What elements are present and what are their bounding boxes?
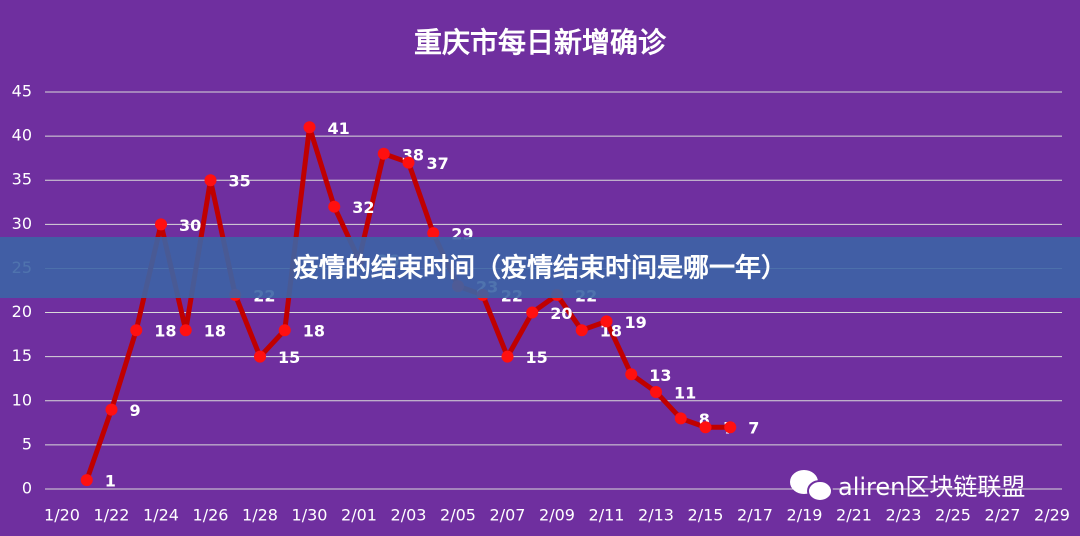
x-tick-label: 1/20: [44, 506, 80, 525]
data-point: [699, 421, 712, 434]
x-tick-label: 2/09: [539, 506, 575, 525]
data-label: 20: [550, 304, 572, 323]
data-label: 8: [699, 410, 710, 429]
y-tick-label: 20: [12, 302, 32, 321]
data-point: [80, 474, 93, 487]
y-tick-label: 35: [12, 170, 32, 189]
data-point: [650, 385, 662, 398]
x-tick-label: 2/01: [341, 506, 377, 525]
data-label: 9: [130, 401, 141, 420]
x-tick-label: 2/03: [391, 506, 427, 525]
y-tick-label: 45: [12, 82, 32, 101]
data-label: 11: [674, 383, 696, 402]
banner-text: 疫情的结束时间（疫情结束时间是哪一年）: [293, 253, 787, 284]
data-point: [155, 218, 167, 231]
data-label: 15: [278, 348, 300, 367]
data-label: 18: [204, 322, 226, 341]
data-point: [105, 403, 118, 416]
data-label: 30: [179, 216, 201, 235]
x-tick-label: 2/25: [935, 506, 971, 525]
x-tick-label: 2/23: [886, 506, 922, 525]
chart-title: 重庆市每日新增确诊: [414, 26, 667, 59]
x-tick-label: 2/29: [1034, 506, 1070, 525]
y-tick-label: 40: [12, 126, 32, 145]
x-tick-label: 1/30: [292, 506, 328, 525]
data-label: 37: [427, 154, 449, 173]
data-label: 7: [748, 419, 759, 438]
data-label: 18: [303, 322, 325, 341]
data-point: [254, 350, 266, 363]
data-label: 41: [328, 119, 350, 138]
data-point: [278, 324, 291, 337]
data-point: [402, 156, 415, 169]
x-tick-label: 2/11: [589, 506, 625, 525]
data-point: [501, 350, 514, 363]
x-tick-label: 2/13: [638, 506, 674, 525]
data-point: [377, 147, 390, 160]
watermark: aliren区块链联盟: [838, 473, 1025, 501]
y-tick-label: 0: [22, 479, 32, 498]
data-label: 19: [625, 313, 647, 332]
x-tick-label: 2/19: [787, 506, 823, 525]
y-tick-label: 5: [22, 434, 32, 453]
data-label: 18: [154, 322, 176, 341]
data-point: [575, 324, 588, 337]
y-tick-label: 30: [12, 214, 32, 233]
data-point: [179, 324, 192, 337]
x-tick-label: 1/26: [193, 506, 229, 525]
y-tick-label: 15: [12, 346, 32, 365]
data-point: [526, 306, 539, 319]
watermark-icon: [790, 470, 833, 502]
data-point: [600, 315, 613, 328]
x-tick-label: 2/05: [440, 506, 476, 525]
x-tick-label: 2/17: [737, 506, 773, 525]
data-point: [204, 174, 217, 187]
x-tick-label: 2/27: [985, 506, 1021, 525]
data-point: [625, 368, 638, 381]
x-tick-label: 1/28: [242, 506, 278, 525]
plot: 0510152025303540451/201/221/241/261/281/…: [12, 82, 1070, 525]
data-point: [130, 324, 143, 337]
x-tick-label: 1/22: [94, 506, 130, 525]
x-tick-label: 1/24: [143, 506, 179, 525]
y-tick-label: 10: [12, 390, 32, 409]
data-label: 13: [649, 366, 671, 385]
x-tick-label: 2/15: [688, 506, 724, 525]
data-label: 1: [105, 472, 116, 491]
data-label: 15: [526, 348, 548, 367]
banner-bg: [0, 237, 1080, 298]
x-tick-label: 2/07: [490, 506, 526, 525]
data-point: [427, 227, 440, 240]
data-point: [674, 412, 687, 425]
data-point: [303, 121, 316, 134]
data-label: 32: [352, 198, 374, 217]
data-point: [328, 200, 341, 213]
data-label: 35: [229, 172, 251, 191]
x-tick-label: 2/21: [836, 506, 872, 525]
data-point: [724, 421, 737, 434]
